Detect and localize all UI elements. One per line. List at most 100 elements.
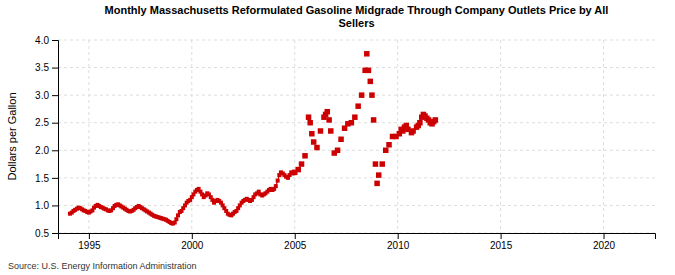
x-tick-label: 2015: [490, 240, 513, 251]
source: Source: U.S. Energy Information Administ…: [8, 261, 197, 271]
y-tick: 2.5: [35, 117, 58, 128]
marker: [302, 153, 308, 159]
series: [68, 170, 295, 225]
grid-line-x: [500, 40, 501, 233]
marks: [68, 51, 438, 226]
x-tick-label: 2020: [593, 240, 616, 251]
y-tick-mark: [52, 68, 58, 69]
marker: [371, 117, 377, 123]
x-tick-label: 1995: [78, 240, 101, 251]
y-tick-mark: [52, 123, 58, 124]
marker: [366, 68, 372, 74]
x-tick-label: 2000: [181, 240, 204, 251]
y-axis-title: Dollars per Gallon: [6, 92, 18, 180]
grid-line-y: [58, 40, 655, 41]
y-axis-line: [52, 41, 59, 234]
x-tick: 2005: [284, 233, 307, 251]
x-tick-mark: [89, 233, 90, 239]
marker: [349, 120, 355, 126]
marker: [383, 148, 389, 154]
marker: [295, 167, 301, 173]
y-axis: 0.5 1.0 1.5 2.0 2.5 3.0 3.5 4.0: [35, 35, 58, 239]
x-tick: 2000: [181, 233, 204, 251]
marker: [355, 103, 361, 109]
marker: [306, 114, 312, 120]
marker: [299, 161, 305, 167]
marker: [335, 148, 341, 154]
marker: [373, 161, 379, 167]
title-line: Sellers: [338, 17, 374, 29]
marker: [374, 181, 380, 187]
marker: [433, 117, 439, 123]
y-tick-mark: [52, 178, 58, 179]
y-tick-label: 2.0: [35, 145, 49, 156]
y-tick-label: 3.0: [35, 90, 49, 101]
chart: 1995 2000 2005 2010 2015 2020 0.5 1.0 1.5 2.0 2.5 3…: [0, 0, 675, 275]
y-tick-label: 1.5: [35, 173, 49, 184]
x-tick-label: 2005: [284, 240, 307, 251]
marker: [174, 217, 178, 221]
marker: [318, 128, 324, 134]
x-tick-mark: [501, 233, 502, 239]
grid-line-x: [88, 40, 89, 233]
y-tick-mark: [52, 233, 58, 234]
x-tick-mark: [295, 233, 296, 239]
grid-line-y: [58, 67, 655, 68]
marker: [314, 145, 320, 151]
grid: [58, 40, 655, 233]
y-tick: 1.5: [35, 173, 58, 184]
marker: [364, 51, 370, 57]
marker: [369, 92, 375, 98]
line: [70, 172, 293, 223]
y-tick-label: 2.5: [35, 117, 49, 128]
x-tick: 1995: [78, 233, 101, 251]
y-tick-mark: [52, 205, 58, 206]
grid-line-y: [58, 122, 655, 123]
y-tick: 4.0: [35, 35, 58, 46]
grid-line-x: [294, 40, 295, 233]
x-tick-mark: [604, 233, 605, 239]
grid-line-x: [191, 40, 192, 233]
y-tick-label: 4.0: [35, 35, 49, 46]
x-axis: 1995 2000 2005 2010 2015 2020: [59, 233, 656, 251]
grid-line-y: [58, 205, 655, 206]
marker: [417, 120, 423, 126]
plot: 1995 2000 2005 2010 2015 2020 0.5 1.0 1.5 2.0 2.5 3…: [35, 35, 655, 251]
y-tick: 0.5: [35, 228, 58, 239]
y-tick-label: 3.5: [35, 62, 49, 73]
marker: [368, 79, 374, 85]
marker: [325, 109, 331, 115]
marker: [311, 139, 317, 145]
y-tick-mark: [52, 40, 58, 41]
x-tick-mark: [398, 233, 399, 239]
series: [292, 51, 438, 186]
y-tick-mark: [52, 95, 58, 96]
x-tick: 2010: [387, 233, 410, 251]
grid-line-y: [58, 150, 655, 151]
marker: [376, 172, 382, 178]
x-tick: 2020: [593, 233, 616, 251]
y-tick: 3.0: [35, 90, 58, 101]
title: Monthly Massachusetts Reformulated Gasol…: [105, 4, 609, 29]
marker: [274, 184, 278, 188]
title-line: Monthly Massachusetts Reformulated Gasol…: [105, 4, 609, 16]
x-tick-mark: [192, 233, 193, 239]
x-tick-label: 2010: [387, 240, 410, 251]
y-tick-mark: [52, 150, 58, 151]
x-axis-line: [59, 234, 656, 240]
grid-line-y: [58, 177, 655, 178]
grid-line-y: [58, 95, 655, 96]
marker: [379, 161, 385, 167]
marker: [386, 142, 392, 148]
y-tick-label: 1.0: [35, 200, 49, 211]
marker: [359, 92, 365, 98]
y-tick-label: 0.5: [35, 228, 49, 239]
y-tick: 3.5: [35, 62, 58, 73]
marker: [307, 120, 313, 126]
grid-line-x: [603, 40, 604, 233]
y-tick: 1.0: [35, 200, 58, 211]
marker: [338, 137, 344, 143]
marker: [276, 179, 280, 183]
marker: [309, 131, 315, 137]
marker: [328, 128, 334, 134]
